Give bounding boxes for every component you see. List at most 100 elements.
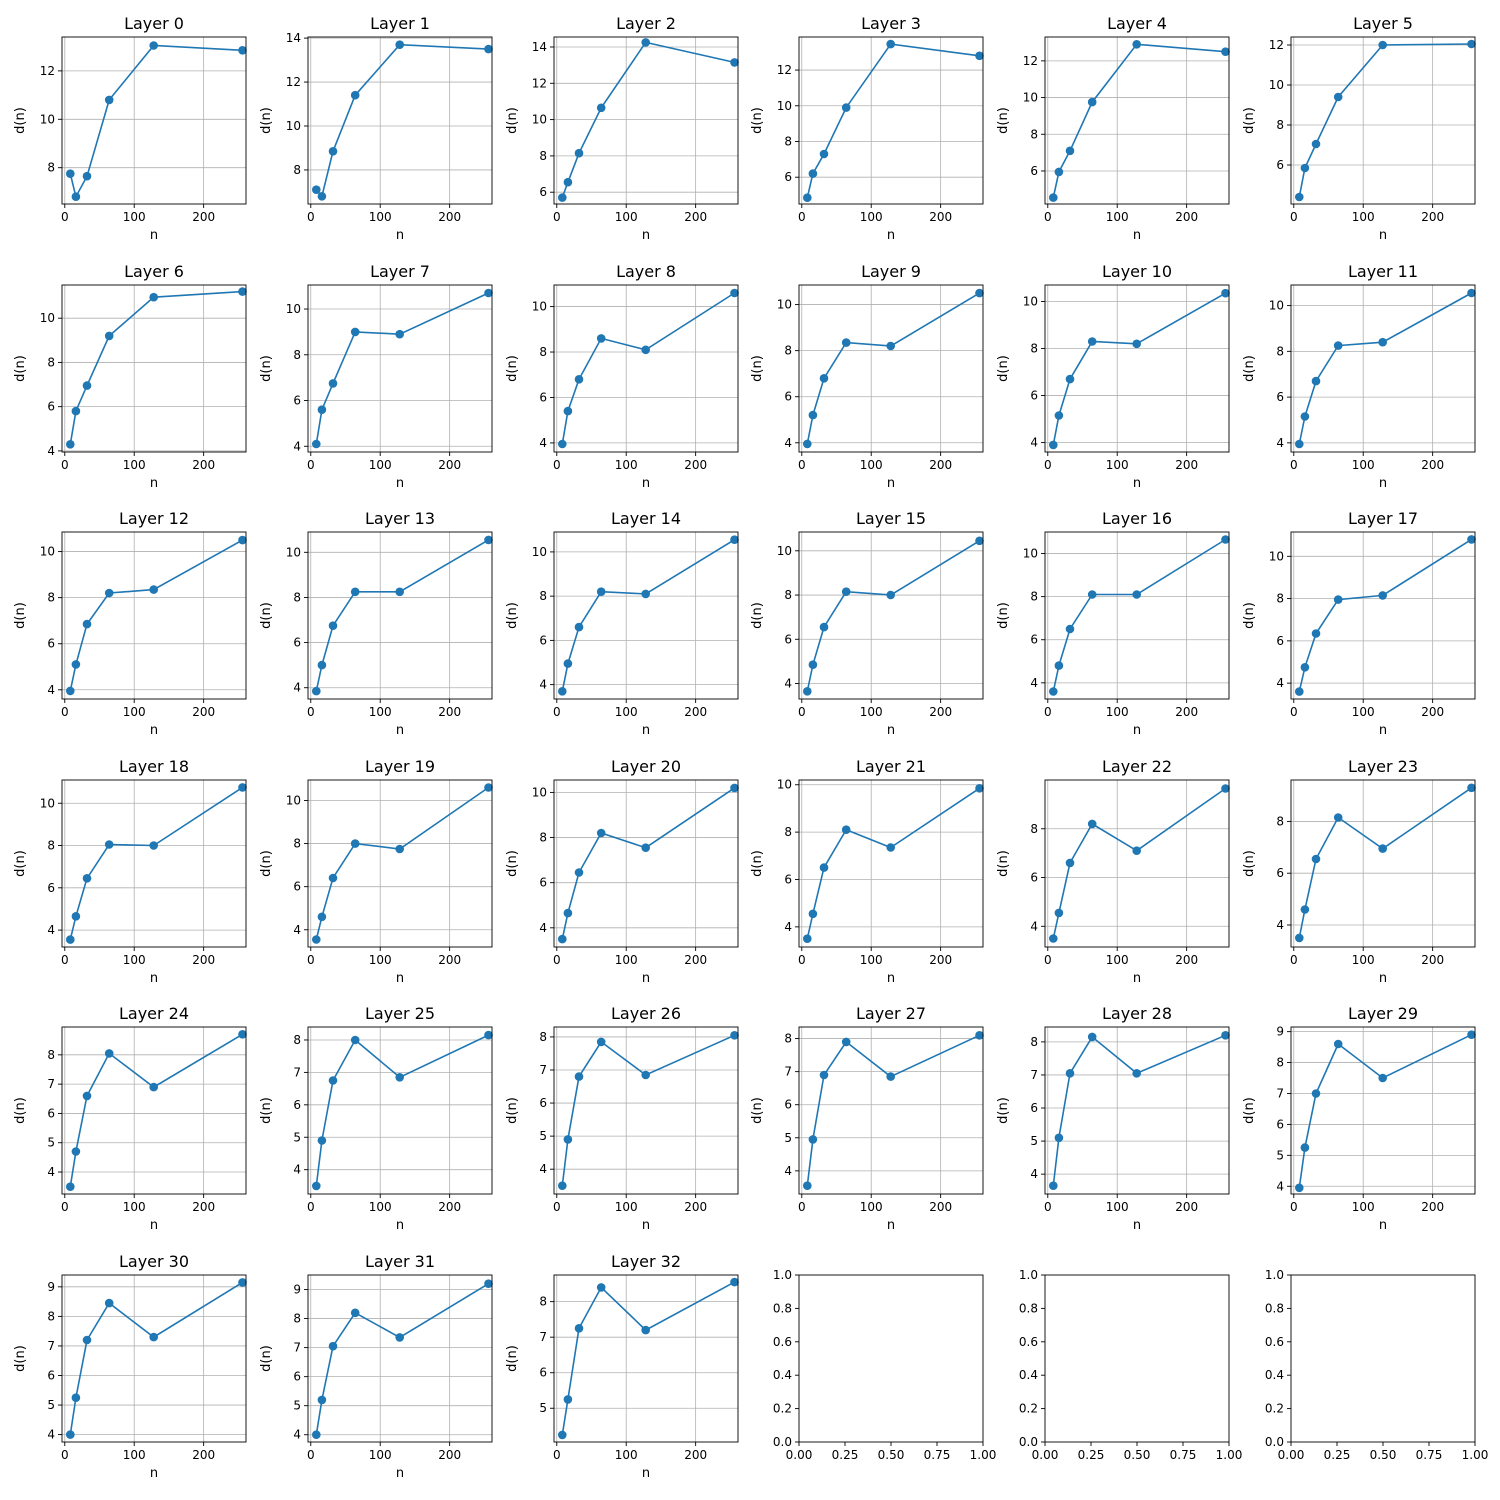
panel-13: 0 100 200 4 6 8 10 Layer 13 n d(n) (259, 509, 493, 738)
y-axis-label: d(n) (505, 1097, 520, 1124)
x-axis-label: n (150, 1466, 158, 1481)
data-point (328, 147, 338, 156)
y-tick-label: 8 (784, 344, 792, 358)
panel-29: 0 100 200 4 5 6 7 8 9 Layer 29 n d(n) (1242, 1004, 1476, 1233)
panel-title: Layer 23 (1348, 757, 1418, 776)
panel-title: Layer 12 (119, 509, 189, 528)
axes-frame (61, 1274, 247, 1443)
data-point (1467, 783, 1476, 793)
axes-frame (307, 284, 493, 453)
x-axis-label: n (396, 971, 404, 986)
x-tick-label: 200 (1421, 1200, 1444, 1214)
y-tick-label: 0.2 (773, 1402, 792, 1416)
series-line (1052, 787, 1226, 939)
x-tick-label: 200 (1421, 210, 1444, 224)
y-tick-label: 0.8 (1019, 1301, 1038, 1315)
data-point (596, 1037, 606, 1047)
y-tick-label: 10 (40, 545, 55, 559)
data-point (1295, 439, 1304, 449)
x-tick-label: 200 (438, 1448, 461, 1462)
plot-area (799, 285, 983, 452)
panel-title: Layer 18 (119, 757, 189, 776)
x-tick-label: 0.50 (1370, 1448, 1397, 1462)
y-tick-label: 0.4 (1019, 1368, 1038, 1382)
data-point (350, 90, 360, 100)
data-point (596, 1283, 606, 1292)
x-tick-label: 100 (1352, 210, 1375, 224)
y-tick-label: 14 (286, 31, 301, 45)
data-point (641, 345, 650, 355)
y-tick-label: 8 (539, 345, 547, 359)
plot-area (308, 285, 492, 452)
y-tick-label: 8 (47, 839, 55, 853)
panel-22: 0 100 200 4 6 8 Layer 22 n d(n) (996, 757, 1230, 986)
data-point (558, 1181, 567, 1190)
x-axis-label: n (1133, 1218, 1141, 1233)
x-tick-label: 200 (438, 1200, 461, 1214)
y-tick-label: 8 (47, 591, 55, 605)
y-tick-label: 6 (47, 637, 55, 651)
x-tick-label: 100 (123, 210, 146, 224)
data-point (1065, 858, 1075, 868)
x-tick-label: 100 (123, 1448, 146, 1462)
y-tick-label: 8 (1276, 592, 1284, 606)
x-tick-label: 200 (192, 1200, 215, 1214)
x-axis-label: n (396, 1218, 404, 1233)
y-tick-label: 7 (47, 1077, 55, 1091)
y-tick-label: 10 (532, 545, 547, 559)
x-tick-label: 100 (615, 705, 638, 719)
y-tick-label: 7 (1030, 1068, 1038, 1082)
x-tick-label: 0 (1290, 1200, 1298, 1214)
data-point (238, 46, 247, 55)
y-tick-label: 4 (293, 439, 301, 453)
panel-title: Layer 5 (1353, 14, 1413, 33)
panel-32: 0 100 200 5 6 7 8 Layer 32 n d(n) (505, 1252, 739, 1481)
plot-area (308, 37, 492, 204)
y-tick-label: 8 (293, 348, 301, 362)
y-axis-label: d(n) (259, 850, 274, 877)
axes-frame (1044, 531, 1230, 700)
y-tick-label: 4 (1276, 918, 1284, 932)
data-point (1311, 854, 1321, 864)
y-tick-label: 4 (1276, 676, 1284, 690)
data-point (1295, 933, 1304, 943)
x-tick-label: 0 (1290, 458, 1298, 472)
y-tick-label: 8 (47, 355, 55, 369)
x-tick-label: 0 (553, 1200, 561, 1214)
x-axis-label: n (1379, 228, 1387, 243)
data-point (395, 40, 405, 49)
x-tick-label: 100 (860, 705, 883, 719)
panel-title: Layer 29 (1348, 1004, 1418, 1023)
y-tick-label: 6 (784, 632, 792, 646)
y-tick-label: 10 (532, 113, 547, 127)
data-point (1467, 1030, 1476, 1039)
y-axis-label: d(n) (13, 355, 28, 382)
data-point (1221, 784, 1230, 793)
data-point (641, 843, 650, 852)
x-tick-label: 0 (1044, 1200, 1052, 1214)
data-point (149, 1082, 158, 1092)
y-axis-label: d(n) (13, 1097, 28, 1124)
y-tick-label: 6 (1030, 633, 1038, 647)
panel-15: 0 100 200 4 6 8 10 Layer 15 n d(n) (750, 509, 984, 738)
x-tick-label: 100 (615, 458, 638, 472)
x-tick-label: 0 (61, 1200, 69, 1214)
data-point (238, 287, 247, 296)
x-tick-label: 200 (684, 458, 707, 472)
plot-area (308, 1275, 492, 1442)
plot-area (62, 780, 246, 947)
y-tick-label: 7 (539, 1063, 547, 1077)
data-point (484, 783, 493, 792)
series-line (69, 1281, 243, 1435)
x-tick-label: 0.00 (1032, 1448, 1059, 1462)
plot-area (1045, 1027, 1229, 1194)
data-point (1087, 97, 1097, 107)
axes-frame (61, 36, 247, 205)
y-tick-label: 6 (784, 390, 792, 404)
x-axis-label: n (642, 1218, 650, 1233)
y-axis-label: d(n) (750, 355, 765, 382)
data-point (1132, 40, 1141, 49)
x-tick-label: 1.00 (1462, 1448, 1489, 1462)
panel-20: 0 100 200 4 6 8 10 Layer 20 n d(n) (505, 757, 739, 986)
y-tick-label: 1.0 (1019, 1268, 1038, 1282)
